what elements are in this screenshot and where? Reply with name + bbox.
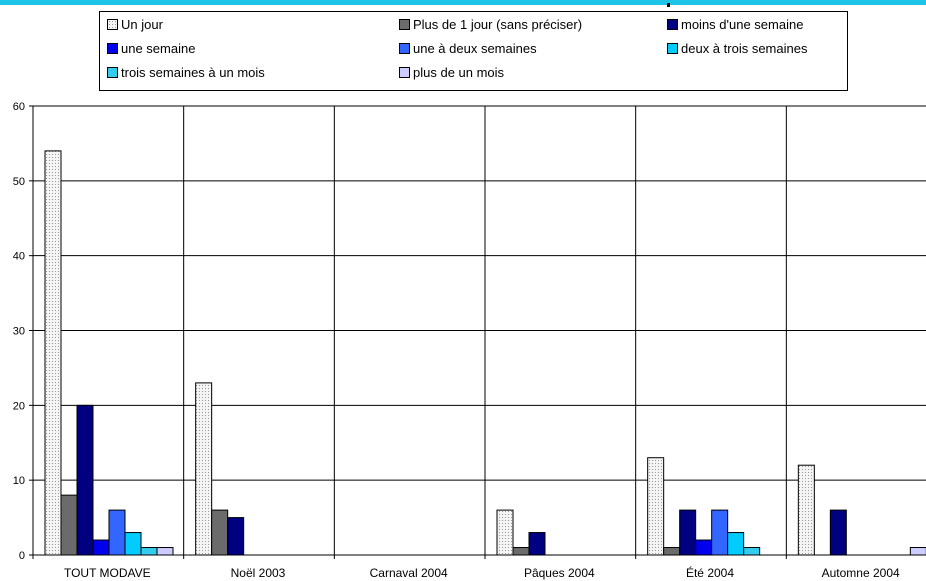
top-color-strip	[0, 0, 926, 5]
legend-item: plus de un mois	[399, 62, 504, 82]
bar	[512, 547, 530, 556]
legend-label: deux à trois semaines	[681, 40, 808, 56]
bar	[227, 517, 245, 556]
y-tick-label: 50	[13, 176, 25, 188]
y-tick-label: 0	[19, 550, 25, 562]
x-tick-label: TOUT MODAVE	[64, 566, 151, 580]
bar	[727, 532, 745, 556]
bar	[140, 547, 158, 556]
legend-swatch	[399, 42, 410, 54]
x-tick-label: Carnaval 2004	[370, 566, 448, 580]
legend-swatch	[667, 18, 678, 30]
bar	[647, 457, 665, 556]
bar	[195, 382, 213, 556]
legend-label: une semaine	[121, 40, 196, 56]
y-tick-label: 30	[13, 326, 25, 338]
y-tick-label: 40	[13, 251, 25, 263]
bar	[528, 532, 546, 556]
legend-item: Plus de 1 jour (sans préciser)	[399, 14, 582, 34]
legend-label: moins d'une semaine	[681, 16, 804, 32]
legend-label: plus de un mois	[413, 64, 505, 80]
bar	[156, 547, 174, 556]
legend-swatch	[107, 66, 118, 78]
bar	[909, 547, 926, 556]
bar	[496, 509, 514, 556]
bar	[695, 539, 713, 556]
legend-item: une à deux semaines	[399, 38, 537, 58]
legend-item: trois semaines à un mois	[107, 62, 265, 82]
bar	[108, 509, 126, 556]
bar	[124, 532, 142, 556]
legend-label: une à deux semaines	[413, 40, 537, 56]
x-tick-label: Pâques 2004	[524, 566, 595, 580]
legend-swatch	[399, 18, 410, 30]
bar	[76, 404, 94, 556]
bar	[44, 150, 62, 556]
bar	[60, 494, 78, 556]
legend-item: deux à trois semaines	[667, 38, 807, 58]
legend-swatch	[107, 42, 118, 54]
legend-item: Un jour	[107, 14, 163, 34]
y-tick-label: 20	[13, 400, 25, 412]
bar	[797, 464, 815, 556]
bar	[711, 509, 729, 556]
legend-swatch	[399, 66, 410, 78]
legend-item: moins d'une semaine	[667, 14, 803, 34]
legend-swatch	[107, 18, 118, 30]
bar	[829, 509, 847, 556]
bar	[211, 509, 229, 556]
legend-label: Plus de 1 jour (sans préciser)	[413, 16, 583, 32]
legend-label: Un jour	[121, 16, 163, 32]
bar	[743, 547, 761, 556]
bar	[663, 547, 681, 556]
x-tick-label: Été 2004	[686, 565, 734, 580]
x-tick-label: Automne 2004	[822, 566, 900, 580]
bar	[679, 509, 697, 556]
top-strip-mark	[667, 3, 670, 7]
x-tick-label: Noël 2003	[231, 566, 286, 580]
legend-label: trois semaines à un mois	[121, 64, 265, 80]
legend-swatch	[667, 42, 678, 54]
chart-legend: Un jour Plus de 1 jour (sans préciser) moi…	[99, 11, 848, 91]
bar	[92, 539, 110, 556]
y-tick-label: 10	[13, 475, 25, 487]
y-tick-label: 60	[13, 101, 25, 113]
legend-item: une semaine	[107, 38, 195, 58]
